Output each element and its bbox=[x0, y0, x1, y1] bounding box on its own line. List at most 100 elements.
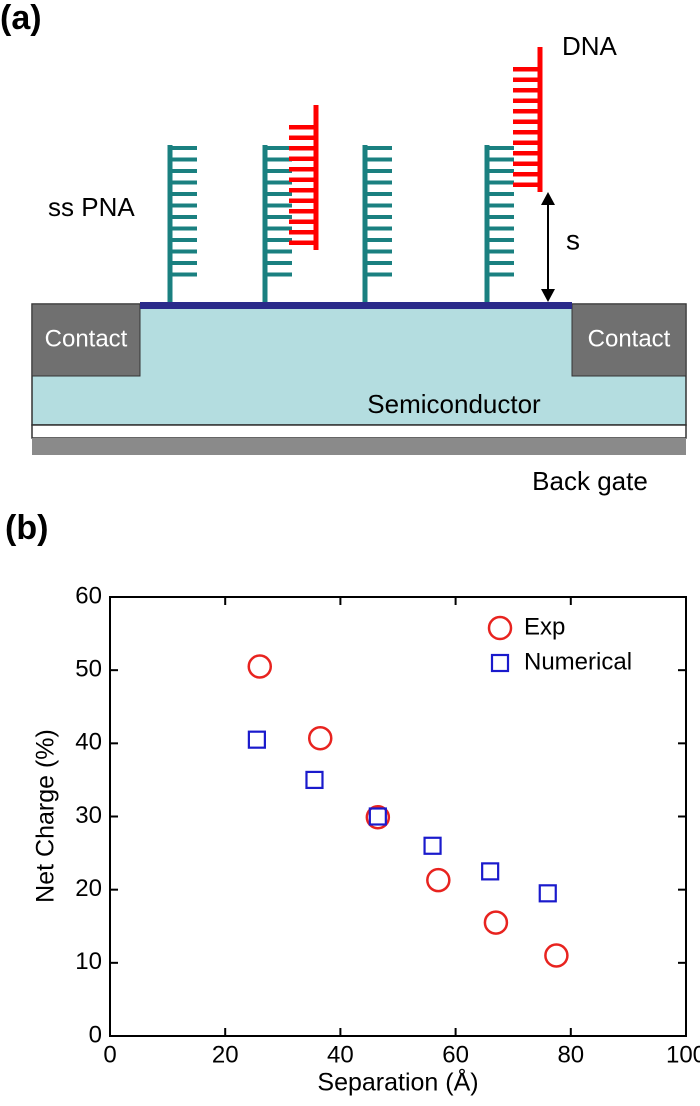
pna-base bbox=[265, 192, 292, 196]
pna-base bbox=[365, 272, 392, 277]
pna-base bbox=[265, 261, 292, 265]
dna-base bbox=[513, 109, 540, 114]
pna-base bbox=[365, 215, 392, 219]
pna-base bbox=[170, 215, 197, 219]
y-tick-label: 60 bbox=[75, 582, 102, 609]
dna-label: DNA bbox=[562, 31, 618, 61]
x-tick-label: 40 bbox=[327, 1041, 354, 1068]
dna-base bbox=[513, 67, 540, 72]
marker bbox=[481, 862, 500, 881]
contact-label: Contact bbox=[45, 325, 128, 352]
pna-base bbox=[170, 157, 197, 162]
pna-stem bbox=[262, 145, 268, 302]
x-tick-label: 80 bbox=[557, 1041, 584, 1068]
gate-label: Back gate bbox=[532, 466, 648, 496]
contact bbox=[571, 303, 687, 377]
dna-base bbox=[289, 177, 316, 182]
legend-label: Exp bbox=[524, 613, 565, 640]
dna-base bbox=[289, 230, 316, 235]
dna-base bbox=[289, 156, 316, 161]
pna-base bbox=[265, 203, 292, 208]
pna-base bbox=[487, 261, 514, 265]
pna-base bbox=[365, 238, 392, 242]
marker bbox=[365, 804, 391, 830]
pna-base bbox=[265, 157, 292, 162]
pna-base bbox=[170, 192, 197, 196]
pna-base bbox=[365, 226, 392, 231]
y-tick-label: 0 bbox=[89, 1021, 102, 1048]
pna-base bbox=[487, 203, 514, 208]
pna-base bbox=[487, 169, 514, 173]
pna-base bbox=[170, 180, 197, 185]
y-tick-label: 20 bbox=[75, 875, 102, 902]
pna-base bbox=[170, 238, 197, 242]
pna-base bbox=[365, 261, 392, 265]
pna-base bbox=[487, 238, 514, 242]
x-tick-label: 0 bbox=[103, 1041, 116, 1068]
y-axis-label: Net Charge (%) bbox=[32, 729, 60, 903]
marker bbox=[426, 867, 451, 893]
legend-label: Numerical bbox=[524, 648, 632, 675]
dna-base bbox=[513, 119, 540, 124]
panel-label: (a) bbox=[0, 0, 42, 37]
dna-base bbox=[289, 188, 316, 193]
dna-base bbox=[513, 98, 540, 103]
pna-base bbox=[365, 192, 392, 196]
dna-base bbox=[513, 182, 540, 187]
pna-base bbox=[487, 215, 514, 219]
dna-base bbox=[513, 151, 540, 156]
pna-base bbox=[365, 169, 392, 173]
pna-base bbox=[365, 157, 392, 162]
marker bbox=[307, 725, 333, 751]
x-axis-label: Separation (Å) bbox=[317, 1067, 478, 1097]
marker bbox=[483, 910, 509, 935]
dna-base bbox=[289, 125, 316, 130]
legend-marker bbox=[490, 653, 510, 673]
pna-base bbox=[365, 146, 392, 150]
dna-base bbox=[513, 77, 540, 82]
dna-base bbox=[289, 219, 316, 224]
pna-base bbox=[265, 215, 292, 219]
pna-base bbox=[265, 169, 292, 173]
dna-base bbox=[513, 130, 540, 135]
insulator bbox=[31, 424, 687, 439]
pna-base bbox=[487, 146, 514, 150]
pna-base bbox=[170, 272, 197, 277]
pna-base bbox=[487, 249, 514, 254]
pna-base bbox=[365, 203, 392, 208]
marker bbox=[247, 730, 266, 749]
pna-stem bbox=[484, 145, 490, 302]
dna-base bbox=[513, 140, 540, 145]
panel-label: (b) bbox=[5, 509, 48, 547]
separation-label: s bbox=[566, 224, 580, 255]
marker bbox=[544, 943, 569, 968]
pna-base bbox=[265, 180, 292, 185]
dna-base bbox=[513, 88, 540, 93]
dna-base bbox=[289, 146, 316, 151]
pna-base bbox=[265, 249, 292, 254]
x-tick-label: 20 bbox=[212, 1041, 239, 1068]
chart: (b) Separation (Å) Net Charge (%) 0 20 40 6… bbox=[5, 509, 700, 1097]
y-tick-label: 10 bbox=[75, 948, 102, 975]
x-tick-label: 100 bbox=[666, 1041, 700, 1068]
pna-base bbox=[170, 146, 197, 150]
pna-stem bbox=[362, 145, 368, 302]
x-tick-label: 60 bbox=[442, 1041, 469, 1068]
marker bbox=[538, 884, 557, 903]
pna-base bbox=[487, 226, 514, 231]
marker bbox=[247, 654, 273, 679]
pna-label: ss PNA bbox=[48, 192, 135, 222]
dna-base bbox=[289, 198, 316, 203]
pna-base bbox=[487, 157, 514, 162]
pna-base bbox=[265, 226, 292, 231]
dna-base bbox=[513, 172, 540, 177]
pna-base bbox=[265, 146, 292, 150]
pna-stem bbox=[167, 145, 173, 302]
pna-base bbox=[265, 272, 292, 277]
contact bbox=[31, 303, 141, 377]
marker bbox=[368, 807, 387, 826]
diagram: (a) Contact Contact Semiconductor Back g… bbox=[0, 0, 687, 496]
pna-base bbox=[170, 261, 197, 265]
dna-base bbox=[289, 167, 316, 172]
